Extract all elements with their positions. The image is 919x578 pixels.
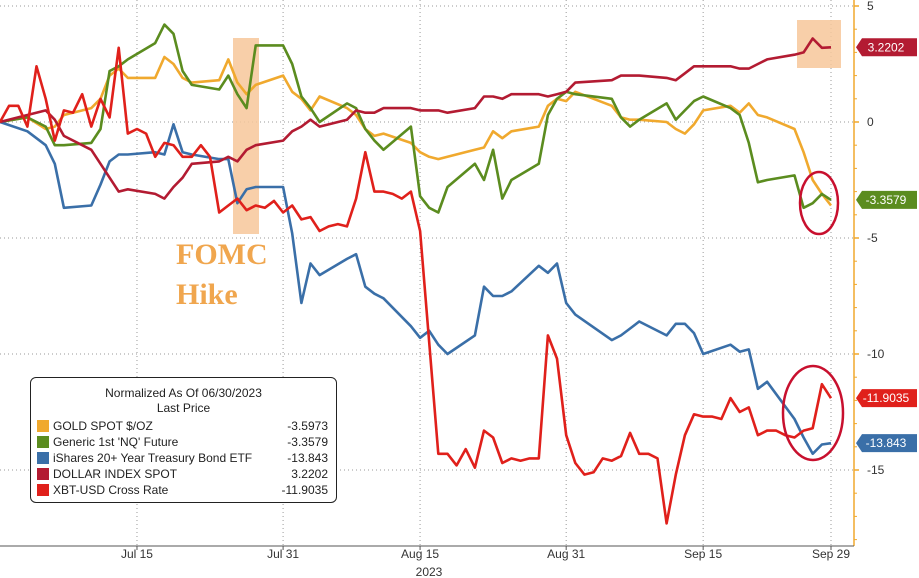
legend-value: 3.2202 bbox=[291, 467, 328, 481]
legend-label: DOLLAR INDEX SPOT bbox=[53, 467, 178, 481]
legend-swatch-xbt bbox=[37, 484, 49, 496]
x-tick-label: Jul 31 bbox=[267, 547, 299, 561]
last-value-tag-bg bbox=[856, 38, 917, 57]
legend-swatch-tlt bbox=[37, 452, 49, 464]
y-tick-label: 0 bbox=[867, 115, 874, 129]
legend-title: Normalized As Of 06/30/2023 Last Price bbox=[31, 386, 336, 416]
fomc-annotation-line2: Hike bbox=[176, 278, 238, 311]
legend-value: -3.3579 bbox=[287, 435, 328, 449]
last-value-tag-text: 3.2202 bbox=[868, 40, 905, 54]
legend-value: -11.9035 bbox=[281, 483, 328, 497]
legend-item-tlt: iShares 20+ Year Treasury Bond ETF -13.8… bbox=[37, 450, 328, 466]
x-tick-label: Sep 15 bbox=[684, 547, 722, 561]
legend: Normalized As Of 06/30/2023 Last Price G… bbox=[30, 377, 337, 503]
y-tick-label: 5 bbox=[867, 0, 874, 13]
last-value-tags: 3.2202 -3.3579 -11.9035 -13.843 bbox=[856, 38, 917, 453]
legend-swatch-gold bbox=[37, 420, 49, 432]
x-axis-year-label: 2023 bbox=[416, 565, 443, 578]
last-value-tag-text: -13.843 bbox=[866, 436, 907, 450]
x-tick-label: Aug 31 bbox=[547, 547, 585, 561]
legend-label: XBT-USD Cross Rate bbox=[53, 483, 169, 497]
legend-title-line2: Last Price bbox=[156, 401, 211, 415]
legend-swatch-nq bbox=[37, 436, 49, 448]
last-value-tag: -11.9035 bbox=[856, 389, 917, 408]
legend-label: GOLD SPOT $/OZ bbox=[53, 419, 153, 433]
series-line-0 bbox=[0, 55, 833, 207]
last-value-tag-text: -11.9035 bbox=[863, 391, 910, 405]
legend-label: Generic 1st 'NQ' Future bbox=[53, 435, 179, 449]
highlights bbox=[233, 20, 841, 234]
x-tick-label: Sep 29 bbox=[812, 547, 850, 561]
series-lines bbox=[0, 23, 833, 525]
y-tick-label: -15 bbox=[867, 463, 885, 477]
legend-label: iShares 20+ Year Treasury Bond ETF bbox=[53, 451, 253, 465]
last-value-tag: -3.3579 bbox=[856, 190, 917, 209]
legend-item-gold: GOLD SPOT $/OZ -3.5973 bbox=[37, 418, 328, 434]
series-line-4 bbox=[0, 46, 833, 525]
legend-item-nq: Generic 1st 'NQ' Future -3.3579 bbox=[37, 434, 328, 450]
last-value-tag-bg bbox=[856, 389, 917, 408]
circle-annotation-bottom bbox=[781, 364, 845, 462]
fomc-annotation-line1: FOMC bbox=[176, 238, 268, 271]
last-value-tag: -13.843 bbox=[856, 434, 917, 453]
grid bbox=[0, 0, 854, 546]
legend-value: -13.843 bbox=[287, 451, 328, 465]
series-line-3 bbox=[0, 37, 832, 200]
last-value-tag: 3.2202 bbox=[856, 38, 917, 57]
legend-item-xbt: XBT-USD Cross Rate -11.9035 bbox=[37, 482, 328, 498]
series-line-1 bbox=[0, 23, 832, 214]
circle-annotations bbox=[781, 170, 845, 462]
legend-title-line1: Normalized As Of 06/30/2023 bbox=[105, 386, 262, 400]
circle-annotation-top bbox=[798, 170, 840, 236]
last-value-tag-bg bbox=[856, 190, 917, 209]
y-tick-label: -10 bbox=[867, 347, 885, 361]
legend-swatch-dxy bbox=[37, 468, 49, 480]
legend-item-dxy: DOLLAR INDEX SPOT 3.2202 bbox=[37, 466, 328, 482]
last-value-tag-bg bbox=[856, 434, 917, 453]
y-tick-label: -5 bbox=[867, 231, 878, 245]
legend-value: -3.5973 bbox=[287, 419, 328, 433]
x-tick-label: Aug 15 bbox=[401, 547, 439, 561]
x-tick-label: Jul 15 bbox=[121, 547, 153, 561]
series-line-2 bbox=[0, 120, 832, 456]
axes: 5 0 -5 -10 -15 Jul 15 Jul 31 Aug 15 Aug 31 Sep 15… bbox=[0, 0, 885, 561]
last-value-tag-text: -3.3579 bbox=[866, 193, 907, 207]
